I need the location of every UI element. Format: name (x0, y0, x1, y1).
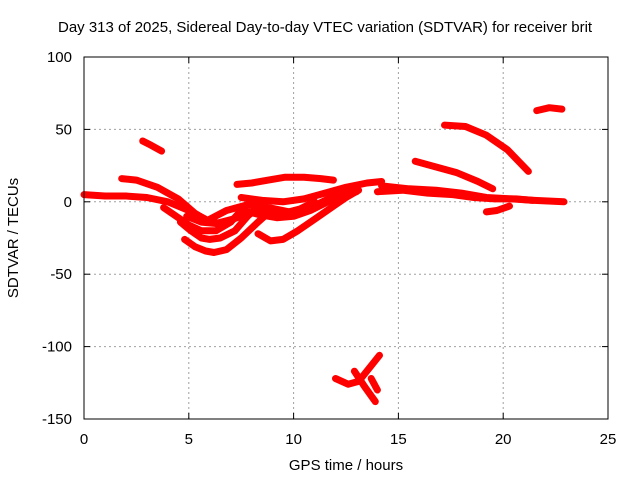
x-axis-label: GPS time / hours (289, 457, 403, 474)
series-arc-9 (237, 178, 386, 206)
series-arc-3 (139, 137, 166, 155)
y-tick-label: 100 (47, 49, 72, 66)
series-arc-5 (176, 201, 264, 243)
x-tick-label: 5 (185, 431, 193, 448)
x-tick-label: 10 (285, 431, 302, 448)
series-arc-16 (441, 121, 532, 175)
chart-title: Day 313 of 2025, Sidereal Day-to-day VTE… (58, 19, 593, 36)
y-tick-label: -100 (42, 339, 72, 356)
y-tick-label: 50 (55, 121, 72, 138)
ticks-layer: 0 5 10 15 20 25 -150 -100 -50 0 50 100 (42, 49, 616, 448)
x-tick-label: 20 (495, 431, 512, 448)
x-tick-label: 0 (80, 431, 88, 448)
series-arc-15 (411, 157, 497, 193)
plot-frame (83, 56, 609, 420)
series-arc-11 (254, 186, 363, 245)
y-axis-label: SDTVAR / TECUs (5, 178, 22, 298)
y-tick-label: 0 (64, 194, 72, 211)
series-arc-18 (533, 104, 566, 115)
series-arc-8 (233, 173, 337, 188)
series-arc-17 (482, 202, 513, 216)
traces-layer (80, 104, 568, 406)
x-tick-label: 25 (600, 431, 617, 448)
y-tick-label: -50 (50, 266, 72, 283)
x-tick-label: 15 (390, 431, 407, 448)
series-arc-21 (367, 375, 381, 394)
series-arc-12 (239, 188, 360, 222)
series-arc-14 (373, 186, 536, 204)
series-arc-20 (350, 367, 379, 406)
grid-layer (84, 57, 608, 419)
y-tick-label: -150 (42, 411, 72, 428)
series-arc-6 (181, 205, 277, 256)
